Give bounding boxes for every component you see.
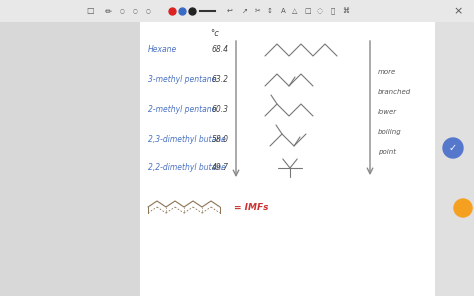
Text: ○: ○ [133,9,137,14]
Text: 63.2: 63.2 [212,75,229,84]
Text: ↕: ↕ [267,8,273,14]
Bar [0,0,140,296]
Text: 68.4: 68.4 [212,46,229,54]
Text: lower: lower [378,109,397,115]
Circle shape [454,199,472,217]
Text: branched: branched [378,89,411,95]
Text: △: △ [292,8,298,14]
Text: 2-methyl pentane: 2-methyl pentane [148,105,216,115]
Text: ◌: ◌ [317,8,323,14]
Text: ○: ○ [119,9,124,14]
Bar [140,0,435,296]
Text: ☐: ☐ [86,7,94,15]
Text: □: □ [305,8,311,14]
Text: = IMFs: = IMFs [234,204,268,213]
Text: boiling: boiling [378,129,402,135]
Text: ↩: ↩ [227,8,233,14]
Bar [0,0,474,22]
Text: 58.0: 58.0 [212,136,229,144]
Text: 2,3-dimethyl butane: 2,3-dimethyl butane [148,136,226,144]
Text: point: point [378,149,396,155]
Text: ✂: ✂ [255,8,261,14]
Text: :  [331,8,335,14]
Text: 49.7: 49.7 [212,163,229,173]
Circle shape [443,138,463,158]
Text: ✏: ✏ [104,7,111,15]
Bar [435,0,474,296]
Text: °c: °c [210,28,219,38]
Text: ↗: ↗ [242,8,248,14]
Text: Hexane: Hexane [148,46,177,54]
Text: 3-methyl pentane: 3-methyl pentane [148,75,216,84]
Text: 2,2-dimethyl butane: 2,2-dimethyl butane [148,163,226,173]
Text: more: more [378,69,396,75]
Text: ×: × [453,6,463,16]
Text: A: A [281,8,285,14]
Text: ⌘: ⌘ [343,8,349,14]
Text: 60.3: 60.3 [212,105,229,115]
Text: ✓: ✓ [449,143,457,153]
Text: ○: ○ [146,9,150,14]
